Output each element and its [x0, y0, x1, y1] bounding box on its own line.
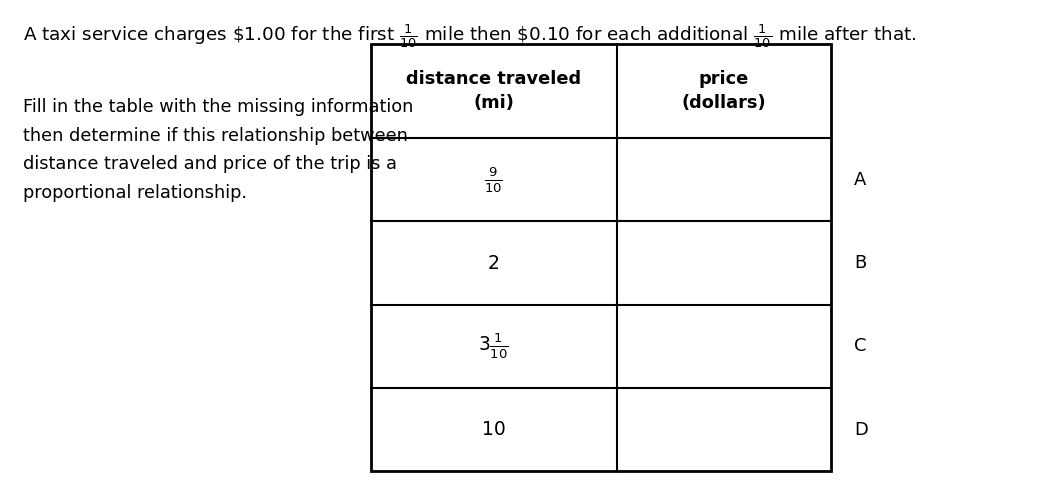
Text: C: C	[854, 337, 866, 355]
Text: A: A	[854, 171, 866, 189]
Text: 2: 2	[488, 254, 500, 273]
Text: A taxi service charges \$1.00 for the first $\frac{1}{10}$ mile then \$0.10 for : A taxi service charges \$1.00 for the fi…	[23, 22, 916, 50]
Text: price
(dollars): price (dollars)	[681, 70, 766, 112]
Text: distance traveled
(mi): distance traveled (mi)	[407, 70, 581, 112]
Bar	[371, 44, 831, 471]
Text: $3\frac{1}{10}$: $3\frac{1}{10}$	[479, 332, 509, 361]
Text: $\frac{9}{10}$: $\frac{9}{10}$	[485, 165, 503, 194]
Text: Fill in the table with the missing information
then determine if this relationsh: Fill in the table with the missing infor…	[23, 98, 414, 202]
Text: 10: 10	[482, 420, 506, 439]
Text: D: D	[854, 421, 867, 439]
Text: B: B	[854, 254, 866, 272]
